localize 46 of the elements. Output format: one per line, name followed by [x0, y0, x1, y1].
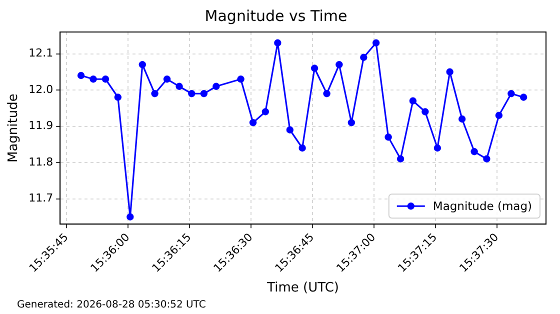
point: [495, 112, 503, 119]
x-axis-title: Time (UTC): [266, 280, 339, 296]
y-tick-label: 12.1: [28, 46, 54, 60]
point: [360, 54, 368, 61]
point: [126, 213, 134, 220]
point: [274, 39, 282, 46]
point: [237, 76, 244, 83]
point: [200, 90, 208, 98]
legend-label: Magnitude (mag): [432, 199, 532, 214]
point: [396, 155, 404, 162]
y-tick-label: 12.0: [28, 82, 54, 96]
y-axis-title: Magnitude: [6, 94, 22, 163]
point: [336, 61, 343, 68]
point: [470, 148, 478, 156]
point: [262, 108, 270, 116]
point: [212, 82, 220, 90]
point: [176, 82, 183, 90]
point: [422, 108, 429, 116]
point: [114, 94, 122, 101]
point: [508, 90, 515, 98]
point: [384, 134, 392, 141]
point: [77, 72, 85, 80]
point: [323, 90, 330, 98]
point: [310, 64, 318, 72]
point: [286, 126, 294, 134]
point: [90, 76, 97, 83]
point: [409, 97, 417, 104]
text: Generated: 2026-08-28 05:30:52 UTC: [17, 300, 206, 311]
point: [298, 144, 306, 152]
point: [151, 90, 158, 98]
y-tick-label: 11.8: [28, 155, 54, 168]
point: [163, 76, 171, 83]
point: [102, 76, 110, 83]
point: [434, 144, 442, 152]
point: [520, 94, 528, 101]
point: [458, 115, 466, 123]
y-tick-label: 11.9: [28, 119, 54, 132]
point: [138, 61, 146, 68]
point: [249, 119, 257, 126]
point: [446, 68, 454, 76]
chart-title: Magnitude vs Time: [204, 6, 348, 25]
point: [483, 155, 490, 162]
point: [348, 119, 356, 126]
point: [188, 90, 196, 98]
y-tick-label: 11.7: [28, 192, 54, 205]
point: [372, 39, 380, 46]
